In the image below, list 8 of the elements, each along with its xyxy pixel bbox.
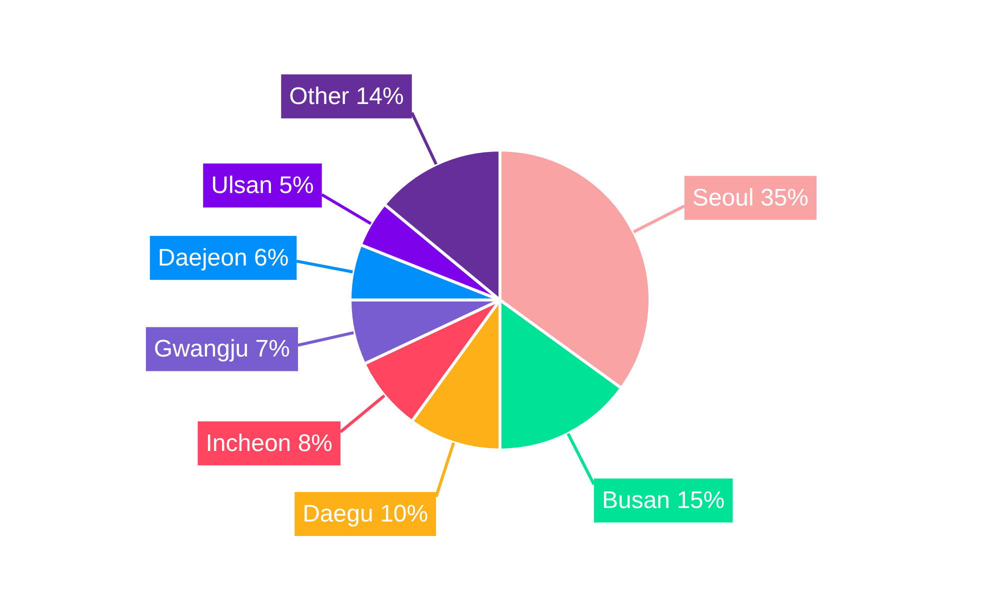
slice-label: Incheon 8% [206, 430, 333, 458]
slice-label: Daegu 10% [302, 500, 428, 528]
slice-label: Gwangju 7% [154, 336, 290, 363]
slice-label: Other 14% [289, 83, 404, 110]
slice-label: Seoul 35% [692, 184, 809, 212]
slice-label: Ulsan 5% [211, 172, 314, 200]
slice-label: Busan 15% [602, 487, 725, 514]
slice-label: Daejeon 6% [158, 244, 289, 272]
